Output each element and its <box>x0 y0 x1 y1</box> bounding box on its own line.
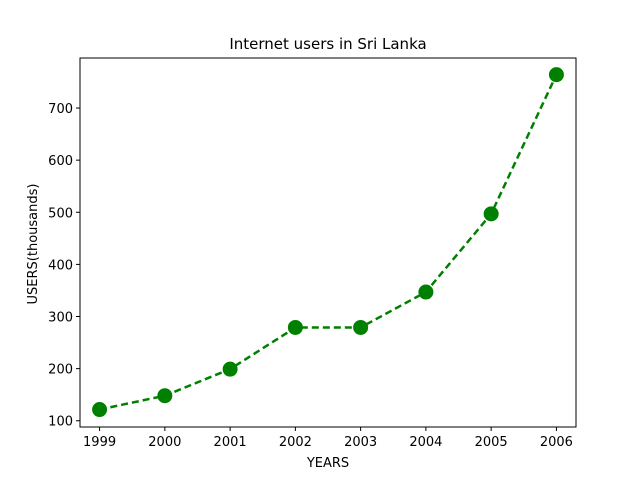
y-axis-label: USERS(thousands) <box>26 184 41 305</box>
data-point <box>287 319 303 335</box>
data-point <box>92 402 108 418</box>
y-tick-label: 500 <box>48 206 73 221</box>
data-point <box>157 388 173 404</box>
series-line <box>99 74 558 411</box>
data-point <box>483 206 499 222</box>
chart-title: Internet users in Sri Lanka <box>229 35 426 53</box>
x-tick-label: 2003 <box>344 435 377 450</box>
plot-frame <box>79 57 577 428</box>
x-tick-label: 2001 <box>214 435 247 450</box>
x-axis-label: YEARS <box>306 456 349 471</box>
y-tick-label: 700 <box>48 102 73 117</box>
data-point <box>418 284 434 300</box>
y-tick-label: 100 <box>48 415 73 430</box>
x-tick-label: 2002 <box>279 435 312 450</box>
data-point <box>548 67 564 83</box>
y-tick-label: 600 <box>48 154 73 169</box>
plot-layer: 1999 2000 2001 2002 2003 2004 2005 2006 100 200 30… <box>48 57 577 450</box>
y-tick-label: 200 <box>48 363 73 378</box>
y-tick-label: 400 <box>48 258 73 273</box>
x-tick-label: 2004 <box>409 435 442 450</box>
data-point <box>222 361 238 377</box>
y-tick-label: 300 <box>48 311 73 326</box>
x-tick-label: 2005 <box>475 435 508 450</box>
x-tick-label: 2000 <box>148 435 181 450</box>
x-tick-label: 1999 <box>83 435 116 450</box>
data-point <box>353 319 369 335</box>
x-tick-label: 2006 <box>540 435 573 450</box>
